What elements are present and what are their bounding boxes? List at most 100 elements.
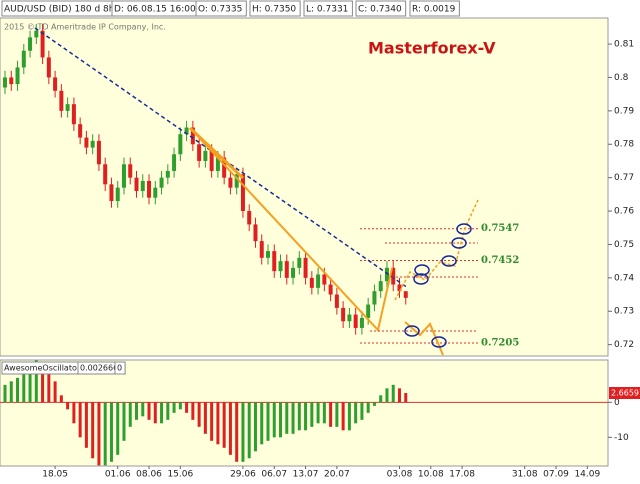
candle-body xyxy=(384,267,389,282)
candle-body xyxy=(247,211,252,225)
candle-body xyxy=(103,164,108,185)
info-box xyxy=(249,0,301,17)
info-field: D: 06.08.15 16:00 xyxy=(114,5,196,15)
info-box xyxy=(355,0,407,17)
bar xyxy=(391,384,395,403)
x-tick-label: 08.06 xyxy=(136,470,162,480)
info-field: L: 0.7331 xyxy=(306,5,348,15)
candle-body xyxy=(96,140,101,165)
bar xyxy=(91,402,95,459)
info-box xyxy=(409,0,460,17)
bar xyxy=(160,402,164,424)
indicator-label: AwesomeOscillator xyxy=(4,364,81,373)
marker xyxy=(451,237,467,249)
candle-body xyxy=(3,77,8,88)
candle-body xyxy=(303,257,308,278)
candle-body xyxy=(147,180,152,198)
bar xyxy=(16,377,20,403)
candle-body xyxy=(71,104,76,125)
oscillator-panel xyxy=(0,359,609,467)
candle-body xyxy=(209,150,214,171)
candle-body xyxy=(291,267,296,278)
bar xyxy=(72,402,76,424)
candle-body xyxy=(190,127,195,145)
candle-body xyxy=(46,57,51,78)
candle-body xyxy=(222,157,227,178)
candle-body xyxy=(359,317,364,328)
bar xyxy=(3,384,7,403)
bar xyxy=(310,402,314,427)
bar xyxy=(354,402,358,424)
bar xyxy=(9,381,13,403)
candle-body xyxy=(240,174,245,212)
candle-body xyxy=(372,291,377,305)
candle-body xyxy=(328,284,333,295)
x-tick-label: 06.07 xyxy=(261,470,287,480)
candle-body xyxy=(28,37,33,51)
y-tick-label: -10 xyxy=(614,433,629,443)
bar xyxy=(128,402,132,427)
last-value-box xyxy=(609,387,640,400)
candle-body xyxy=(297,257,302,268)
bar xyxy=(197,402,201,427)
bar xyxy=(116,402,120,455)
candle-body xyxy=(253,224,258,242)
candle-body xyxy=(353,314,358,328)
x-tick-label: 07.09 xyxy=(543,470,569,480)
bar xyxy=(53,381,57,403)
candle-body xyxy=(203,150,208,161)
candle-body xyxy=(284,261,289,278)
projection xyxy=(394,199,479,301)
marker xyxy=(414,264,430,276)
bar xyxy=(241,402,245,462)
x-tick-label: 18.05 xyxy=(42,470,68,480)
bar xyxy=(291,402,295,434)
bar xyxy=(172,402,176,413)
candle-body xyxy=(159,177,164,188)
bar xyxy=(47,370,51,403)
candle-body xyxy=(228,177,233,188)
candle-body xyxy=(197,144,202,161)
level-label: 0.7547 xyxy=(481,223,519,234)
candle-body xyxy=(184,127,189,135)
candle-body xyxy=(78,124,83,138)
bar xyxy=(109,402,113,462)
candle-body xyxy=(347,314,352,322)
x-tick-label: 20.07 xyxy=(324,470,350,480)
candle-body xyxy=(84,137,89,148)
candle-body xyxy=(34,30,39,38)
bar xyxy=(66,402,70,410)
candle-body xyxy=(59,90,64,111)
bar xyxy=(385,388,389,403)
candle-body xyxy=(259,241,264,258)
candle-body xyxy=(265,251,270,258)
y-tick-label: 0.75 xyxy=(614,240,634,250)
bar xyxy=(304,402,308,431)
level-label: 0.7452 xyxy=(481,255,519,266)
bar xyxy=(366,402,370,413)
bar xyxy=(185,402,189,413)
candle-body xyxy=(15,67,20,85)
bar xyxy=(335,402,339,427)
y-tick-label: 0.78 xyxy=(614,140,634,150)
bar xyxy=(216,402,220,445)
candle-body xyxy=(322,274,327,285)
candle-body xyxy=(309,277,314,288)
x-tick-label: 13.07 xyxy=(293,470,319,480)
candle-body xyxy=(134,177,139,192)
candle-body xyxy=(121,164,126,188)
marker xyxy=(404,325,420,337)
bar xyxy=(397,388,401,403)
bar xyxy=(235,402,239,462)
bar xyxy=(203,402,207,434)
candle-body xyxy=(403,291,408,298)
bar xyxy=(329,402,333,427)
chart-title: Masterforex-V xyxy=(368,39,496,58)
x-tick-label: 15.06 xyxy=(167,470,193,480)
bar xyxy=(347,402,351,431)
projection xyxy=(404,321,444,356)
info-box xyxy=(195,0,247,17)
info-field: H: 0.7350 xyxy=(252,5,296,15)
candle-body xyxy=(316,274,321,288)
y-tick-label: 0.8 xyxy=(614,73,629,83)
